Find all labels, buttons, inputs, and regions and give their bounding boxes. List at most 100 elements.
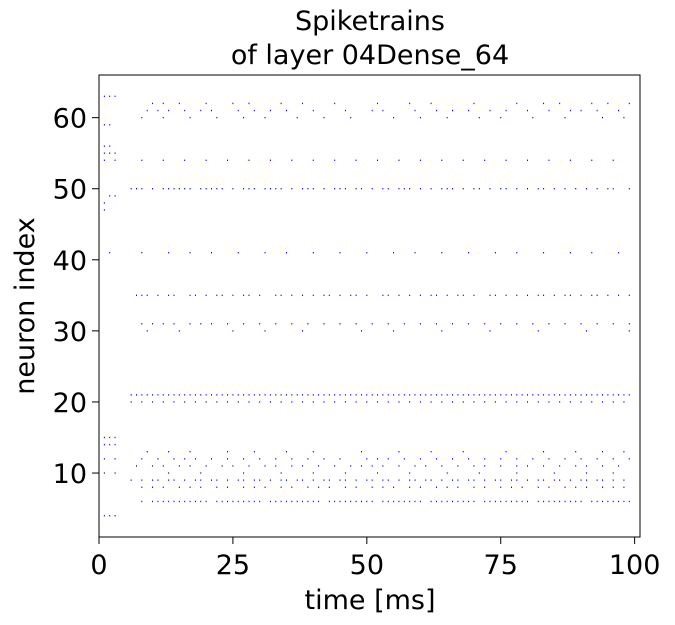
spike-point [307,500,309,503]
spike-point [173,479,175,481]
spike-point [307,188,309,190]
spike-point [553,479,555,481]
spike-point [200,500,202,503]
spike-point [360,500,362,503]
spike-point [248,294,250,297]
spike-point [210,394,212,396]
spike-point [141,251,143,254]
spike-point [446,394,448,396]
spike-point [468,251,470,254]
spike-point [355,188,357,190]
spike-point [457,486,459,488]
spike-point [205,500,207,503]
y-tick-label: 40 [53,246,87,277]
spike-point [259,323,261,325]
spike-point [296,394,298,396]
spike-point [371,394,373,396]
spike-point [446,116,448,119]
spike-point [291,159,293,161]
spike-point [500,323,502,325]
spike-point [564,116,566,119]
x-tick-label: 100 [609,550,661,581]
spike-point [168,251,170,254]
spike-point [344,479,346,481]
spike-point [328,500,330,503]
spike-point [473,394,475,396]
spike-point [366,251,368,254]
spike-point [173,401,175,403]
chart-title-line-2: of layer 04Dense_64 [230,40,510,71]
spike-point [205,159,207,161]
spike-point [585,472,587,474]
spike-point [564,323,566,325]
spike-point [452,401,454,403]
spike-point [489,294,491,297]
spike-point [473,465,475,467]
spike-point [152,486,154,488]
spike-point [312,401,314,403]
spike-point [291,500,293,503]
spike-point [360,394,362,396]
spike-point [285,451,287,453]
spike-point [168,188,170,190]
spike-point [152,102,154,105]
spike-point [543,251,545,254]
spike-point [559,479,561,481]
spike-point [323,479,325,481]
spike-point [323,188,325,190]
spike-point [575,500,577,503]
spike-point [296,116,298,119]
spike-point [623,451,625,453]
spike-point [387,394,389,396]
spike-point [141,116,143,119]
spike-point [543,479,545,481]
spike-point [216,500,218,503]
spike-point [157,479,159,481]
spike-point [237,401,239,403]
spike-point [291,458,293,460]
spike-point [452,458,454,460]
spike-point [339,251,341,254]
spike-point [543,500,545,503]
spike-point [285,109,287,112]
spike-point [382,486,384,488]
spike-point [553,294,555,297]
spike-point [184,401,186,403]
spike-point [628,294,630,297]
spike-point [414,394,416,396]
spike-point [280,102,282,105]
spike-point [612,500,614,503]
spike-point [103,443,105,446]
spike-point [152,479,154,481]
spike-point [168,294,170,297]
spike-point [553,188,555,190]
spike-point [468,458,470,460]
spike-point [612,458,614,460]
spike-point [543,294,545,297]
spike-point [575,188,577,190]
spike-point [269,188,271,190]
spike-point [452,323,454,325]
spike-point [398,394,400,396]
spike-point [607,394,609,396]
spike-point [243,294,245,297]
spike-point [328,486,330,488]
spike-point [548,401,550,403]
spike-point [350,465,352,467]
spike-point [243,116,245,119]
spike-point [446,500,448,503]
spike-point [569,401,571,403]
spike-point [505,188,507,190]
spike-point [489,330,491,332]
spike-point [350,294,352,297]
spike-point [478,116,480,119]
spike-point [285,500,287,503]
spike-point [462,294,464,297]
spike-point [612,394,614,396]
spike-point [109,436,111,439]
spike-point [553,500,555,503]
spike-point [136,294,137,297]
spike-point [409,472,411,474]
spike-point [152,465,154,467]
spike-point [591,401,593,403]
